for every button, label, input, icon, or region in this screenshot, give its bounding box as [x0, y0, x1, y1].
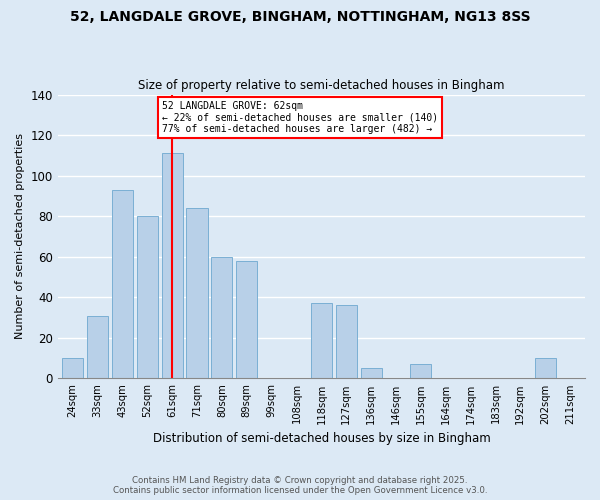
Text: Contains HM Land Registry data © Crown copyright and database right 2025.
Contai: Contains HM Land Registry data © Crown c… [113, 476, 487, 495]
Text: 52 LANGDALE GROVE: 62sqm
← 22% of semi-detached houses are smaller (140)
77% of : 52 LANGDALE GROVE: 62sqm ← 22% of semi-d… [162, 100, 439, 134]
Y-axis label: Number of semi-detached properties: Number of semi-detached properties [15, 134, 25, 340]
Bar [535, 358, 556, 378]
Bar [62, 358, 83, 378]
X-axis label: Distribution of semi-detached houses by size in Bingham: Distribution of semi-detached houses by … [152, 432, 490, 445]
Text: 52, LANGDALE GROVE, BINGHAM, NOTTINGHAM, NG13 8SS: 52, LANGDALE GROVE, BINGHAM, NOTTINGHAM,… [70, 10, 530, 24]
Bar [87, 316, 108, 378]
Bar [137, 216, 158, 378]
Bar [236, 261, 257, 378]
Bar [361, 368, 382, 378]
Bar [410, 364, 431, 378]
Bar [112, 190, 133, 378]
Bar [311, 304, 332, 378]
Bar [211, 257, 232, 378]
Bar [161, 154, 183, 378]
Title: Size of property relative to semi-detached houses in Bingham: Size of property relative to semi-detach… [138, 79, 505, 92]
Bar [335, 306, 357, 378]
Bar [187, 208, 208, 378]
